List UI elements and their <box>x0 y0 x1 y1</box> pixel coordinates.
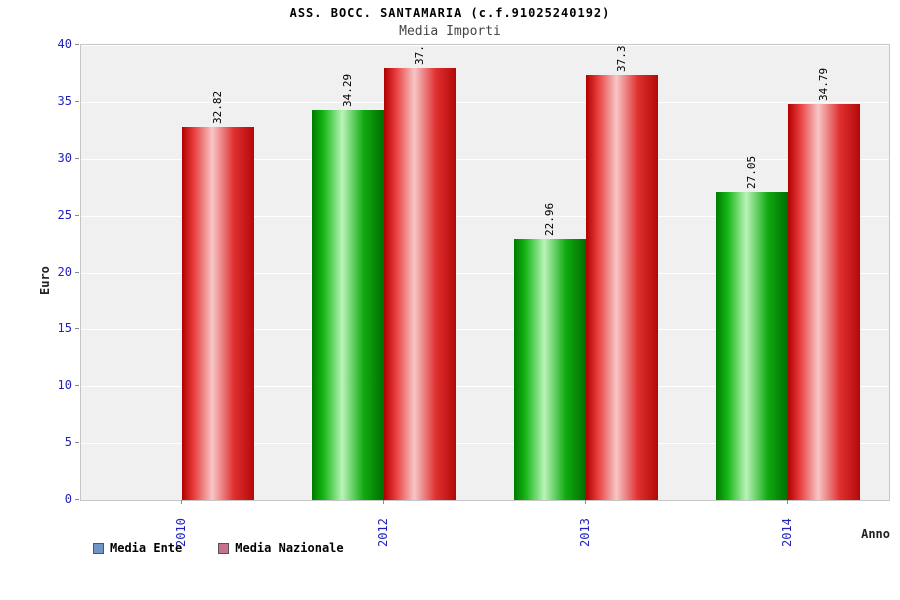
x-tick-mark <box>181 500 182 504</box>
y-tick-label: 15 <box>57 321 72 335</box>
gridline <box>81 216 889 217</box>
legend-swatch-media-nazionale <box>218 542 230 554</box>
gridline <box>81 102 889 103</box>
y-tick-label: 5 <box>64 435 72 449</box>
bar-media-nazionale-2013 <box>586 75 658 500</box>
bar-value-label: 32.82 <box>211 90 224 124</box>
y-tick-mark <box>75 158 79 159</box>
chart-title: ASS. BOCC. SANTAMARIA (c.f.91025240192) <box>289 6 611 20</box>
y-tick-mark <box>75 385 79 386</box>
bar-media-nazionale-2012 <box>384 68 456 500</box>
bar-media-ente-2014 <box>716 192 788 500</box>
x-tick-label: 2014 <box>780 518 794 547</box>
bar-media-ente-2012 <box>312 110 384 500</box>
bar-value-label: 37.36 <box>615 44 628 72</box>
y-tick-mark <box>75 442 79 443</box>
y-tick-label: 0 <box>64 492 72 506</box>
y-tick-label: 10 <box>57 378 72 392</box>
bar-value-label: 34.29 <box>341 73 354 107</box>
y-axis-title: Euro <box>38 266 52 295</box>
x-tick-mark <box>787 500 788 504</box>
bar-value-label: 22.96 <box>543 202 556 236</box>
x-tick-mark <box>585 500 586 504</box>
x-tick-mark <box>383 500 384 504</box>
y-tick-label: 20 <box>57 265 72 279</box>
bar-value-label: 37.96 <box>413 44 426 65</box>
y-tick-mark <box>75 101 79 102</box>
y-tick-mark <box>75 272 79 273</box>
gridline <box>81 443 889 444</box>
legend: Media Ente Media Nazionale <box>93 541 344 555</box>
y-tick-mark <box>75 215 79 216</box>
gridline <box>81 159 889 160</box>
bar-media-nazionale-2010 <box>182 127 254 500</box>
x-tick-label: 2012 <box>376 518 390 547</box>
y-tick-mark <box>75 499 79 500</box>
bar-media-ente-2013 <box>514 239 586 500</box>
plot-area: 32.82 34.29 37.96 22.96 37.36 27.05 34.79 <box>80 44 890 501</box>
bar-value-label: 34.79 <box>817 67 830 101</box>
x-axis-title: Anno <box>861 527 890 541</box>
legend-label-media-nazionale: Media Nazionale <box>235 541 344 555</box>
x-tick-label: 2013 <box>578 518 592 547</box>
y-tick-mark <box>75 44 79 45</box>
y-tick-label: 30 <box>57 151 72 165</box>
y-tick-label: 35 <box>57 94 72 108</box>
gridline <box>81 386 889 387</box>
y-tick-mark <box>75 328 79 329</box>
y-tick-label: 40 <box>57 37 72 51</box>
legend-swatch-media-ente <box>93 542 104 554</box>
bar-media-nazionale-2014 <box>788 104 860 500</box>
chart-subtitle: Media Importi <box>399 24 501 39</box>
legend-item-media-ente: Media Ente <box>93 541 182 555</box>
gridline <box>81 45 889 46</box>
bar-value-label: 27.05 <box>745 155 758 189</box>
gridline <box>81 273 889 274</box>
legend-item-media-nazionale: Media Nazionale <box>218 541 344 555</box>
y-tick-label: 25 <box>57 208 72 222</box>
gridline <box>81 329 889 330</box>
legend-label-media-ente: Media Ente <box>110 541 183 555</box>
